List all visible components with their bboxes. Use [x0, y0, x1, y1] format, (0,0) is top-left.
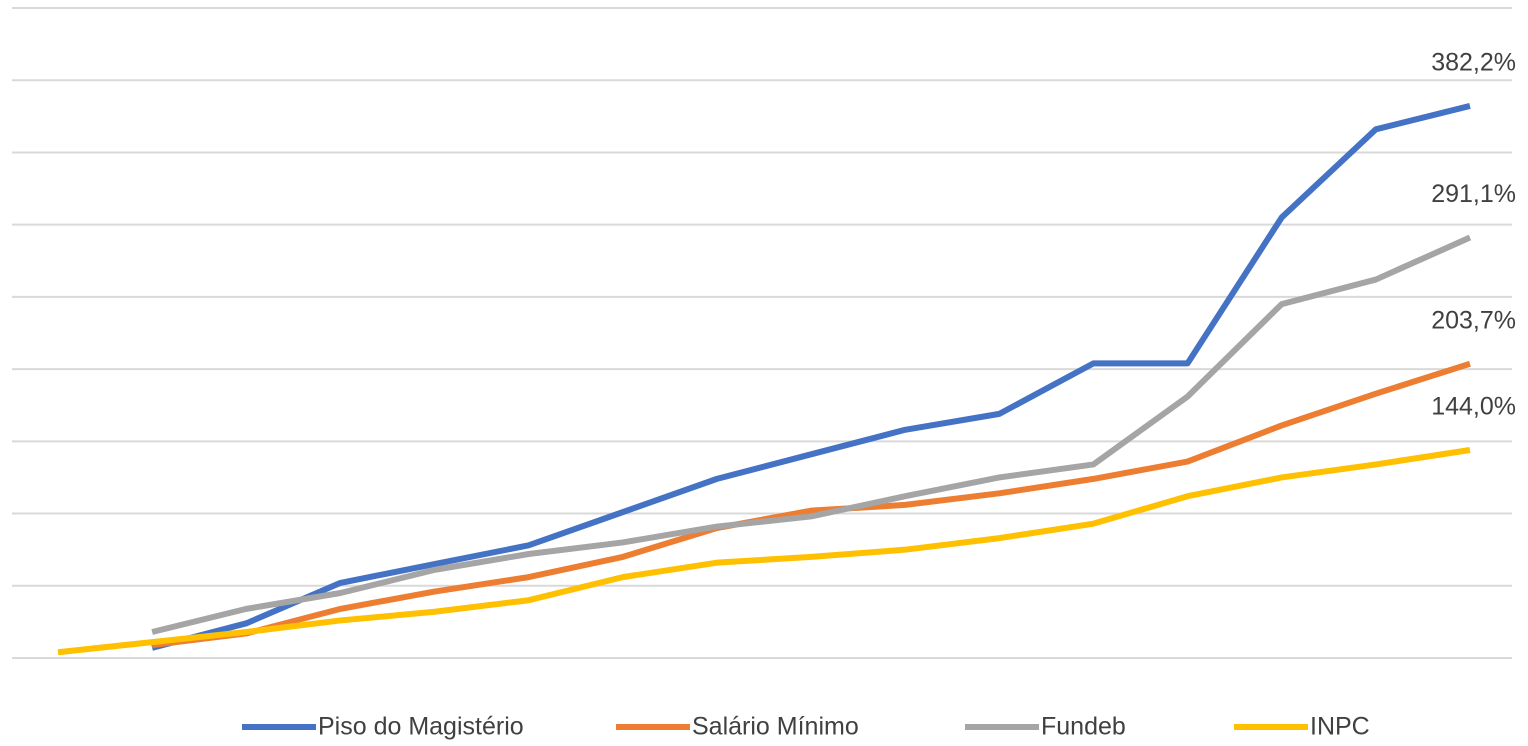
data-label: 382,2%: [1431, 49, 1516, 77]
series-line: [151, 103, 1471, 651]
data-label: 144,0%: [1431, 393, 1516, 421]
legend-label: INPC: [1310, 713, 1370, 741]
data-label: 203,7%: [1431, 306, 1516, 334]
legend-label: Piso do Magistério: [318, 713, 524, 741]
series-line: [57, 447, 1471, 656]
data-label: 291,1%: [1431, 180, 1516, 208]
series-line: [151, 360, 1471, 648]
legend-label: Fundeb: [1041, 713, 1126, 741]
legend-label: Salário Mínimo: [692, 713, 859, 741]
series-line: [151, 234, 1472, 635]
